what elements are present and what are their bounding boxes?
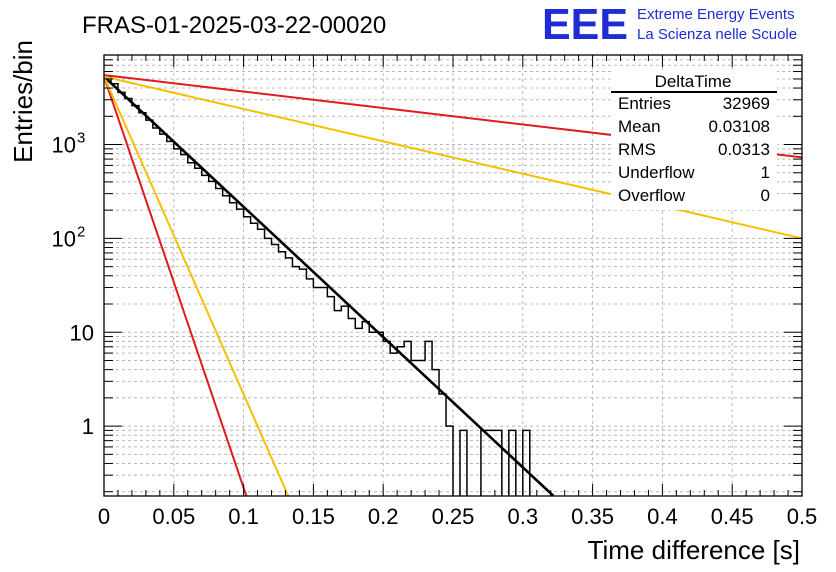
fit-curve (104, 76, 290, 496)
stats-row-label: Mean (618, 117, 661, 136)
y-tick-label: 10 (70, 320, 94, 345)
x-tick-label: 0.2 (368, 504, 399, 529)
y-tick-exponent: 2 (77, 223, 85, 240)
stats-box-bg (611, 70, 777, 210)
x-tick-label: 0.1 (228, 504, 259, 529)
stats-row-value: 0.0313 (718, 140, 770, 159)
x-tick-label: 0.5 (787, 504, 818, 529)
x-tick-label: 0.3 (508, 504, 539, 529)
x-tick-label: 0 (98, 504, 110, 529)
y-tick-exponent: 3 (77, 130, 85, 147)
stats-row-value: 1 (761, 163, 770, 182)
stats-row-label: Entries (618, 94, 671, 113)
eee-logo: EEE Extreme Energy Events La Scienza nel… (542, 0, 797, 49)
stats-row-label: RMS (618, 140, 656, 159)
x-tick-label: 0.15 (292, 504, 335, 529)
logo-line-1: Extreme Energy Events (637, 6, 795, 23)
stats-row-label: Overflow (618, 186, 686, 205)
stats-row-label: Underflow (618, 163, 695, 182)
y-axis-label: Entries/bin (8, 40, 38, 163)
x-tick-label: 0.4 (647, 504, 678, 529)
x-axis-label: Time difference [s] (588, 535, 800, 565)
fit-curve (104, 75, 802, 240)
stats-row-value: 0 (761, 186, 770, 205)
x-tick-label: 0.35 (571, 504, 614, 529)
x-tick-label: 0.05 (152, 504, 195, 529)
fit-curve (104, 75, 555, 496)
y-tick-label: 10 (52, 226, 76, 251)
x-tick-label: 0.25 (432, 504, 475, 529)
stats-row-value: 0.03108 (709, 117, 770, 136)
stats-row-value: 32969 (723, 94, 770, 113)
logo-letters: EEE (542, 0, 628, 49)
y-tick-label: 1 (82, 414, 94, 439)
stats-name: DeltaTime (655, 72, 732, 91)
stats-box: DeltaTime Entries 32969 Mean 0.03108 RMS 0.03… (611, 70, 777, 210)
stats-rows: Entries 32969 Mean 0.03108 RMS 0.0313 Underflo… (618, 94, 770, 205)
fit-curve (104, 76, 248, 496)
y-tick-label: 10 (52, 133, 76, 158)
logo-line-2: La Scienza nelle Scuole (637, 26, 797, 43)
axes: 0 0.05 0.1 0.15 0.2 0.25 0.3 0.35 0.4 0.45 0.51101… (52, 54, 818, 529)
histogram-steps (104, 76, 531, 496)
plot-title: FRAS-01-2025-03-22-00020 (82, 12, 386, 39)
x-tick-label: 0.45 (711, 504, 754, 529)
